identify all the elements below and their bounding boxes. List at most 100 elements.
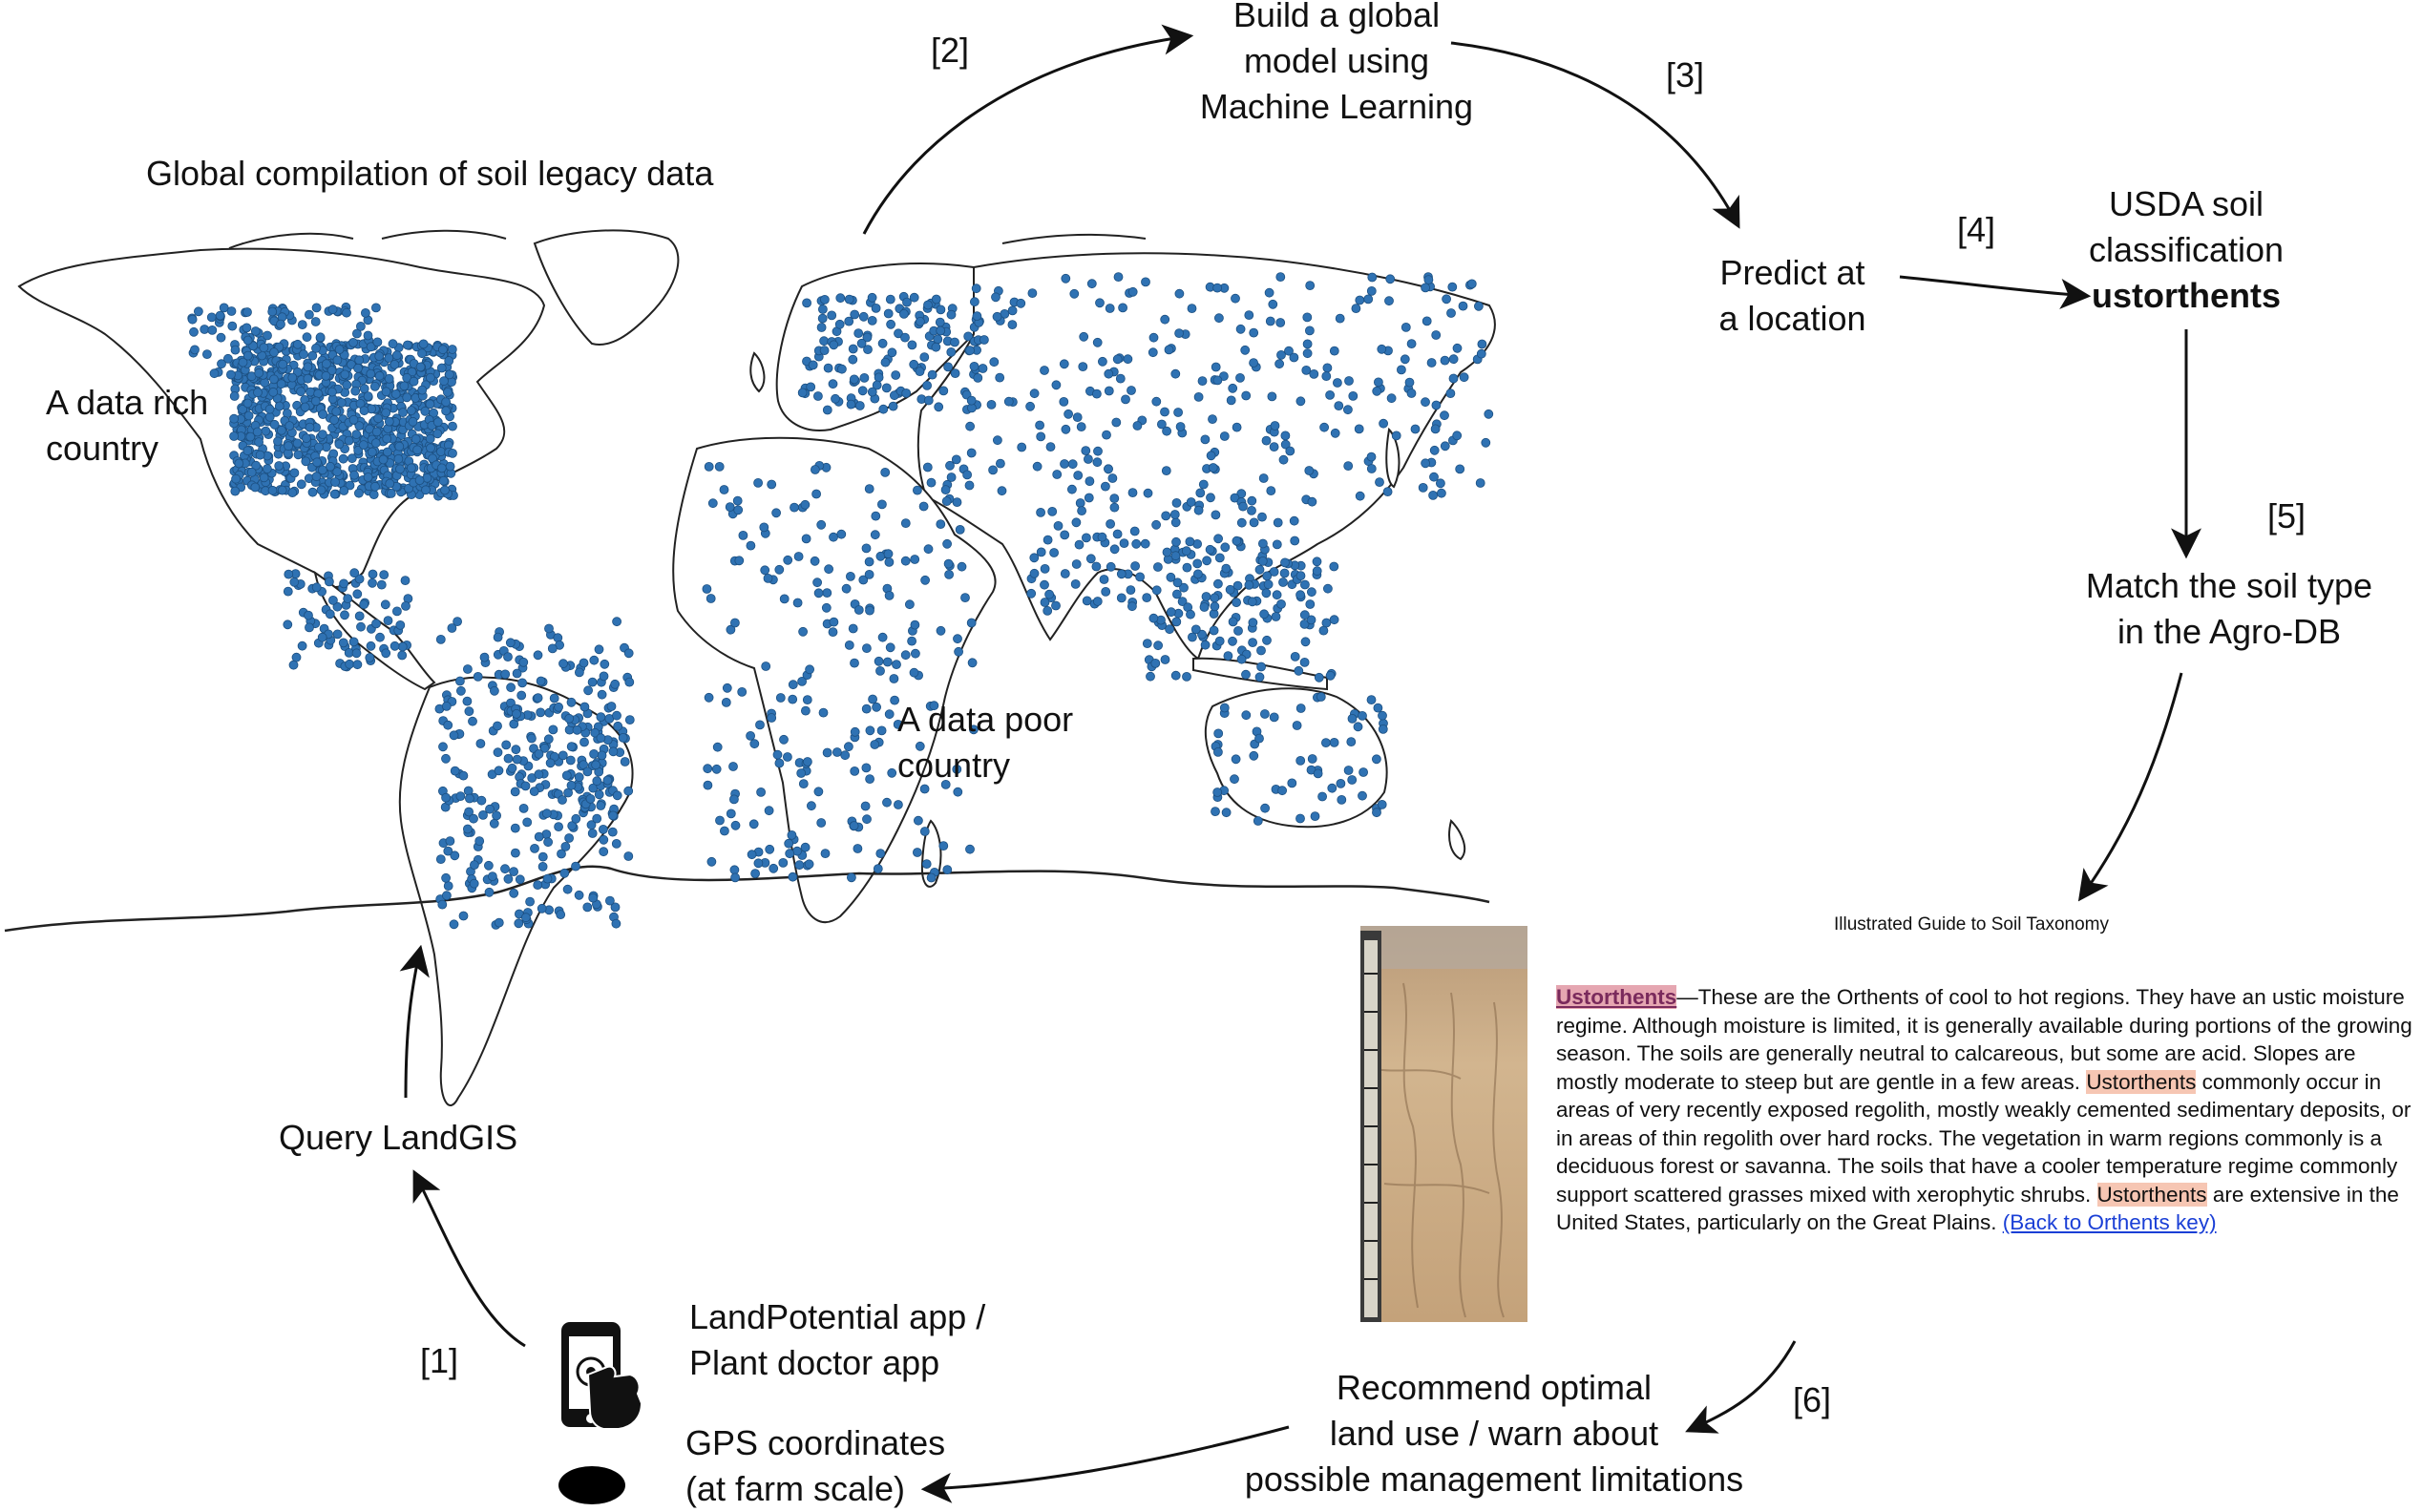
soil-profile-dot	[469, 860, 479, 870]
soil-profile-dot	[566, 742, 577, 751]
soil-profile-dot	[334, 439, 345, 450]
soil-profile-dot	[488, 872, 497, 881]
soil-profile-dot	[303, 362, 313, 372]
soil-profile-dot	[828, 379, 838, 389]
soil-profile-dot	[822, 405, 832, 415]
soil-profile-dot	[297, 320, 307, 330]
soil-profile-dot	[1029, 553, 1040, 563]
soil-profile-dot	[597, 689, 607, 700]
soil-profile-dot	[884, 591, 895, 600]
soil-profile-dot	[359, 384, 369, 394]
soil-profile-dot	[376, 579, 387, 590]
soil-profile-dot	[1268, 299, 1278, 309]
soil-profile-dot	[746, 731, 755, 741]
soil-profile-dot	[1187, 304, 1197, 314]
soil-profile-dot	[1017, 442, 1027, 452]
soil-profile-dot	[1109, 544, 1120, 555]
soil-profile-dot	[242, 398, 253, 409]
soil-profile-dot	[1111, 417, 1122, 428]
soil-profile-dot	[1306, 615, 1316, 625]
soil-profile-dot	[1310, 811, 1320, 821]
soil-profile-dot	[190, 345, 200, 355]
soil-profile-dot	[206, 312, 217, 323]
soil-profile-dot	[722, 682, 732, 693]
soil-profile-dot	[964, 480, 975, 491]
soil-profile-dot	[558, 795, 567, 805]
soil-profile-dot	[940, 780, 951, 789]
soil-profile-dot	[1153, 562, 1163, 572]
soil-profile-dot	[875, 551, 886, 561]
soil-profile-dot	[1061, 273, 1071, 284]
soil-profile-dot	[861, 704, 872, 714]
soil-profile-dot	[1305, 326, 1315, 336]
guide-term-link[interactable]: Ustorthents	[1556, 985, 1677, 1009]
map-title: Global compilation of soil legacy data	[146, 154, 714, 193]
soil-profile-dot	[867, 292, 877, 303]
soil-profile-dot	[915, 367, 925, 377]
soil-profile-dot	[243, 410, 254, 421]
soil-profile-dot	[533, 693, 543, 703]
soil-profile-dot	[1123, 354, 1133, 365]
soil-profile-dot	[273, 436, 283, 447]
soil-profile-dot	[436, 363, 447, 373]
soil-profile-dot	[562, 884, 573, 894]
soil-profile-dot	[612, 710, 621, 721]
soil-profile-dot	[965, 346, 975, 356]
soil-profile-dot	[850, 766, 860, 776]
soil-profile-dot	[264, 411, 275, 422]
soil-profile-dot	[816, 323, 827, 332]
soil-profile-dot	[317, 430, 327, 440]
soil-profile-dot	[378, 454, 389, 465]
soil-profile-dot	[238, 357, 248, 368]
soil-profile-dot	[844, 640, 854, 650]
soil-profile-dot	[429, 408, 439, 418]
soil-profile-dot	[454, 676, 465, 686]
soil-profile-dot	[1366, 452, 1377, 462]
soil-profile-dot	[1343, 461, 1354, 472]
soil-profile-dot	[1292, 721, 1302, 730]
back-to-orthents-link[interactable]: (Back to Orthents key)	[2002, 1210, 2217, 1234]
soil-profile-dot	[393, 453, 404, 464]
soil-profile-dot	[1336, 779, 1346, 788]
soil-profile-dot	[332, 355, 343, 366]
soil-profile-dot	[372, 337, 383, 347]
node-match-soil: Match the soil type in the Agro-DB	[2053, 563, 2406, 655]
soil-profile-dot	[853, 605, 864, 615]
soil-profile-dot	[414, 475, 425, 486]
soil-profile-dot	[1232, 598, 1241, 607]
soil-profile-dot	[1212, 375, 1223, 386]
soil-profile-dot	[823, 363, 833, 373]
soil-profile-dot	[853, 844, 863, 853]
soil-profile-dot	[784, 838, 794, 849]
soil-profile-dot	[624, 677, 635, 687]
soil-profile-dot	[1404, 377, 1415, 388]
soil-profile-dot	[299, 349, 308, 360]
soil-profile-dot	[287, 372, 298, 383]
node-usda-class: USDA soil classification ustorthents	[2053, 181, 2320, 319]
soil-profile-dot	[354, 574, 365, 584]
soil-profile-dot	[796, 768, 807, 778]
soil-profile-dot	[1127, 386, 1136, 395]
soil-profile-dot	[1212, 788, 1223, 797]
soil-profile-dot	[511, 848, 520, 858]
soil-profile-dot	[1314, 672, 1324, 682]
soil-profile-dot	[354, 611, 365, 621]
soil-profile-dot	[251, 460, 262, 471]
soil-profile-dot	[216, 332, 226, 343]
soil-profile-dot	[1452, 430, 1463, 441]
soil-profile-dot	[1172, 578, 1183, 588]
soil-profile-dot	[276, 379, 286, 389]
soil-profile-dot	[345, 659, 355, 669]
soil-profile-dot	[469, 813, 478, 824]
soil-profile-dot	[901, 388, 912, 398]
soil-profile-dot	[516, 690, 527, 701]
soil-profile-dot	[846, 572, 855, 581]
predict-line-1: Predict at	[1719, 253, 1865, 292]
soil-profile-dot	[587, 677, 598, 687]
soil-profile-dot	[1289, 515, 1299, 526]
usda-class-name: ustorthents	[2092, 276, 2281, 315]
soil-profile-dot	[1289, 352, 1299, 363]
arrow-step-1	[412, 1169, 526, 1348]
soil-profile-dot	[1261, 588, 1272, 598]
soil-profile-dot	[1256, 645, 1266, 656]
